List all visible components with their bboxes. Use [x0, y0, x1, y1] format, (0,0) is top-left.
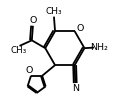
Text: NH₂: NH₂ — [90, 43, 108, 52]
Text: CH₃: CH₃ — [46, 7, 62, 16]
Text: CH₃: CH₃ — [10, 46, 26, 55]
Text: O: O — [30, 16, 37, 25]
Text: O: O — [76, 24, 83, 33]
Text: N: N — [72, 84, 79, 93]
Text: O: O — [26, 66, 33, 75]
